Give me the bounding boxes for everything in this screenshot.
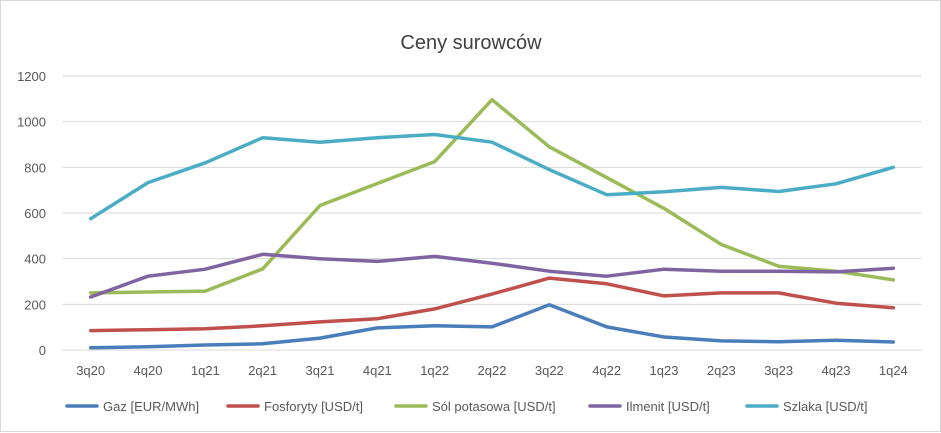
series-line <box>88 132 896 221</box>
series-1 <box>88 303 896 350</box>
series-line <box>88 303 896 350</box>
series-4 <box>88 252 896 299</box>
x-tick-label: 4q20 <box>134 363 163 378</box>
x-tick-label: 1q21 <box>191 363 220 378</box>
y-tick-label: 200 <box>24 297 46 312</box>
legend-label: Gaz [EUR/MWh] <box>103 399 199 414</box>
legend-label: Sól potasowa [USD/t] <box>432 399 556 414</box>
legend-item: Sól potasowa [USD/t] <box>394 399 556 414</box>
x-tick-label: 3q20 <box>76 363 105 378</box>
y-tick-label: 1000 <box>17 115 46 130</box>
series-5 <box>88 132 896 221</box>
y-tick-label: 400 <box>24 252 46 267</box>
legend: Gaz [EUR/MWh] Fosforyty [USD/t] Sól potaso… <box>65 399 868 414</box>
legend-item: Fosforyty [USD/t] <box>226 399 363 414</box>
y-tick-label: 0 <box>39 343 46 358</box>
x-tick-label: 2q21 <box>248 363 277 378</box>
legend-label: Ilmenit [USD/t] <box>626 399 710 414</box>
x-axis-ticks: 3q20 4q20 1q21 2q21 3q21 4q21 1q22 2q22 3q22 4q22… <box>76 363 908 378</box>
x-tick-label: 3q21 <box>306 363 335 378</box>
series-lines <box>88 97 896 350</box>
series-line <box>88 97 896 295</box>
series-line <box>88 252 896 299</box>
y-tick-label: 600 <box>24 206 46 221</box>
y-tick-label: 1200 <box>17 69 46 84</box>
y-axis-ticks: 0 200 400 600 800 1000 1200 <box>17 69 46 358</box>
x-tick-label: 2q23 <box>707 363 736 378</box>
series-line <box>88 276 896 333</box>
gridlines <box>62 75 922 351</box>
legend-item: Szlaka [USD/t] <box>745 399 868 414</box>
legend-label: Szlaka [USD/t] <box>783 399 868 414</box>
legend-item: Ilmenit [USD/t] <box>588 399 710 414</box>
x-tick-label: 1q23 <box>650 363 679 378</box>
x-tick-label: 1q22 <box>420 363 449 378</box>
chart-title: Ceny surowców <box>400 32 542 54</box>
series-3 <box>88 97 896 295</box>
x-tick-label: 3q22 <box>535 363 564 378</box>
y-tick-label: 800 <box>24 160 46 175</box>
series-2 <box>88 276 896 333</box>
legend-label: Fosforyty [USD/t] <box>264 399 363 414</box>
x-tick-label: 1q24 <box>879 363 908 378</box>
legend-item: Gaz [EUR/MWh] <box>65 399 199 414</box>
x-tick-label: 4q23 <box>822 363 851 378</box>
x-tick-label: 3q23 <box>764 363 793 378</box>
x-tick-label: 2q22 <box>478 363 507 378</box>
x-tick-label: 4q22 <box>592 363 621 378</box>
x-tick-label: 4q21 <box>363 363 392 378</box>
